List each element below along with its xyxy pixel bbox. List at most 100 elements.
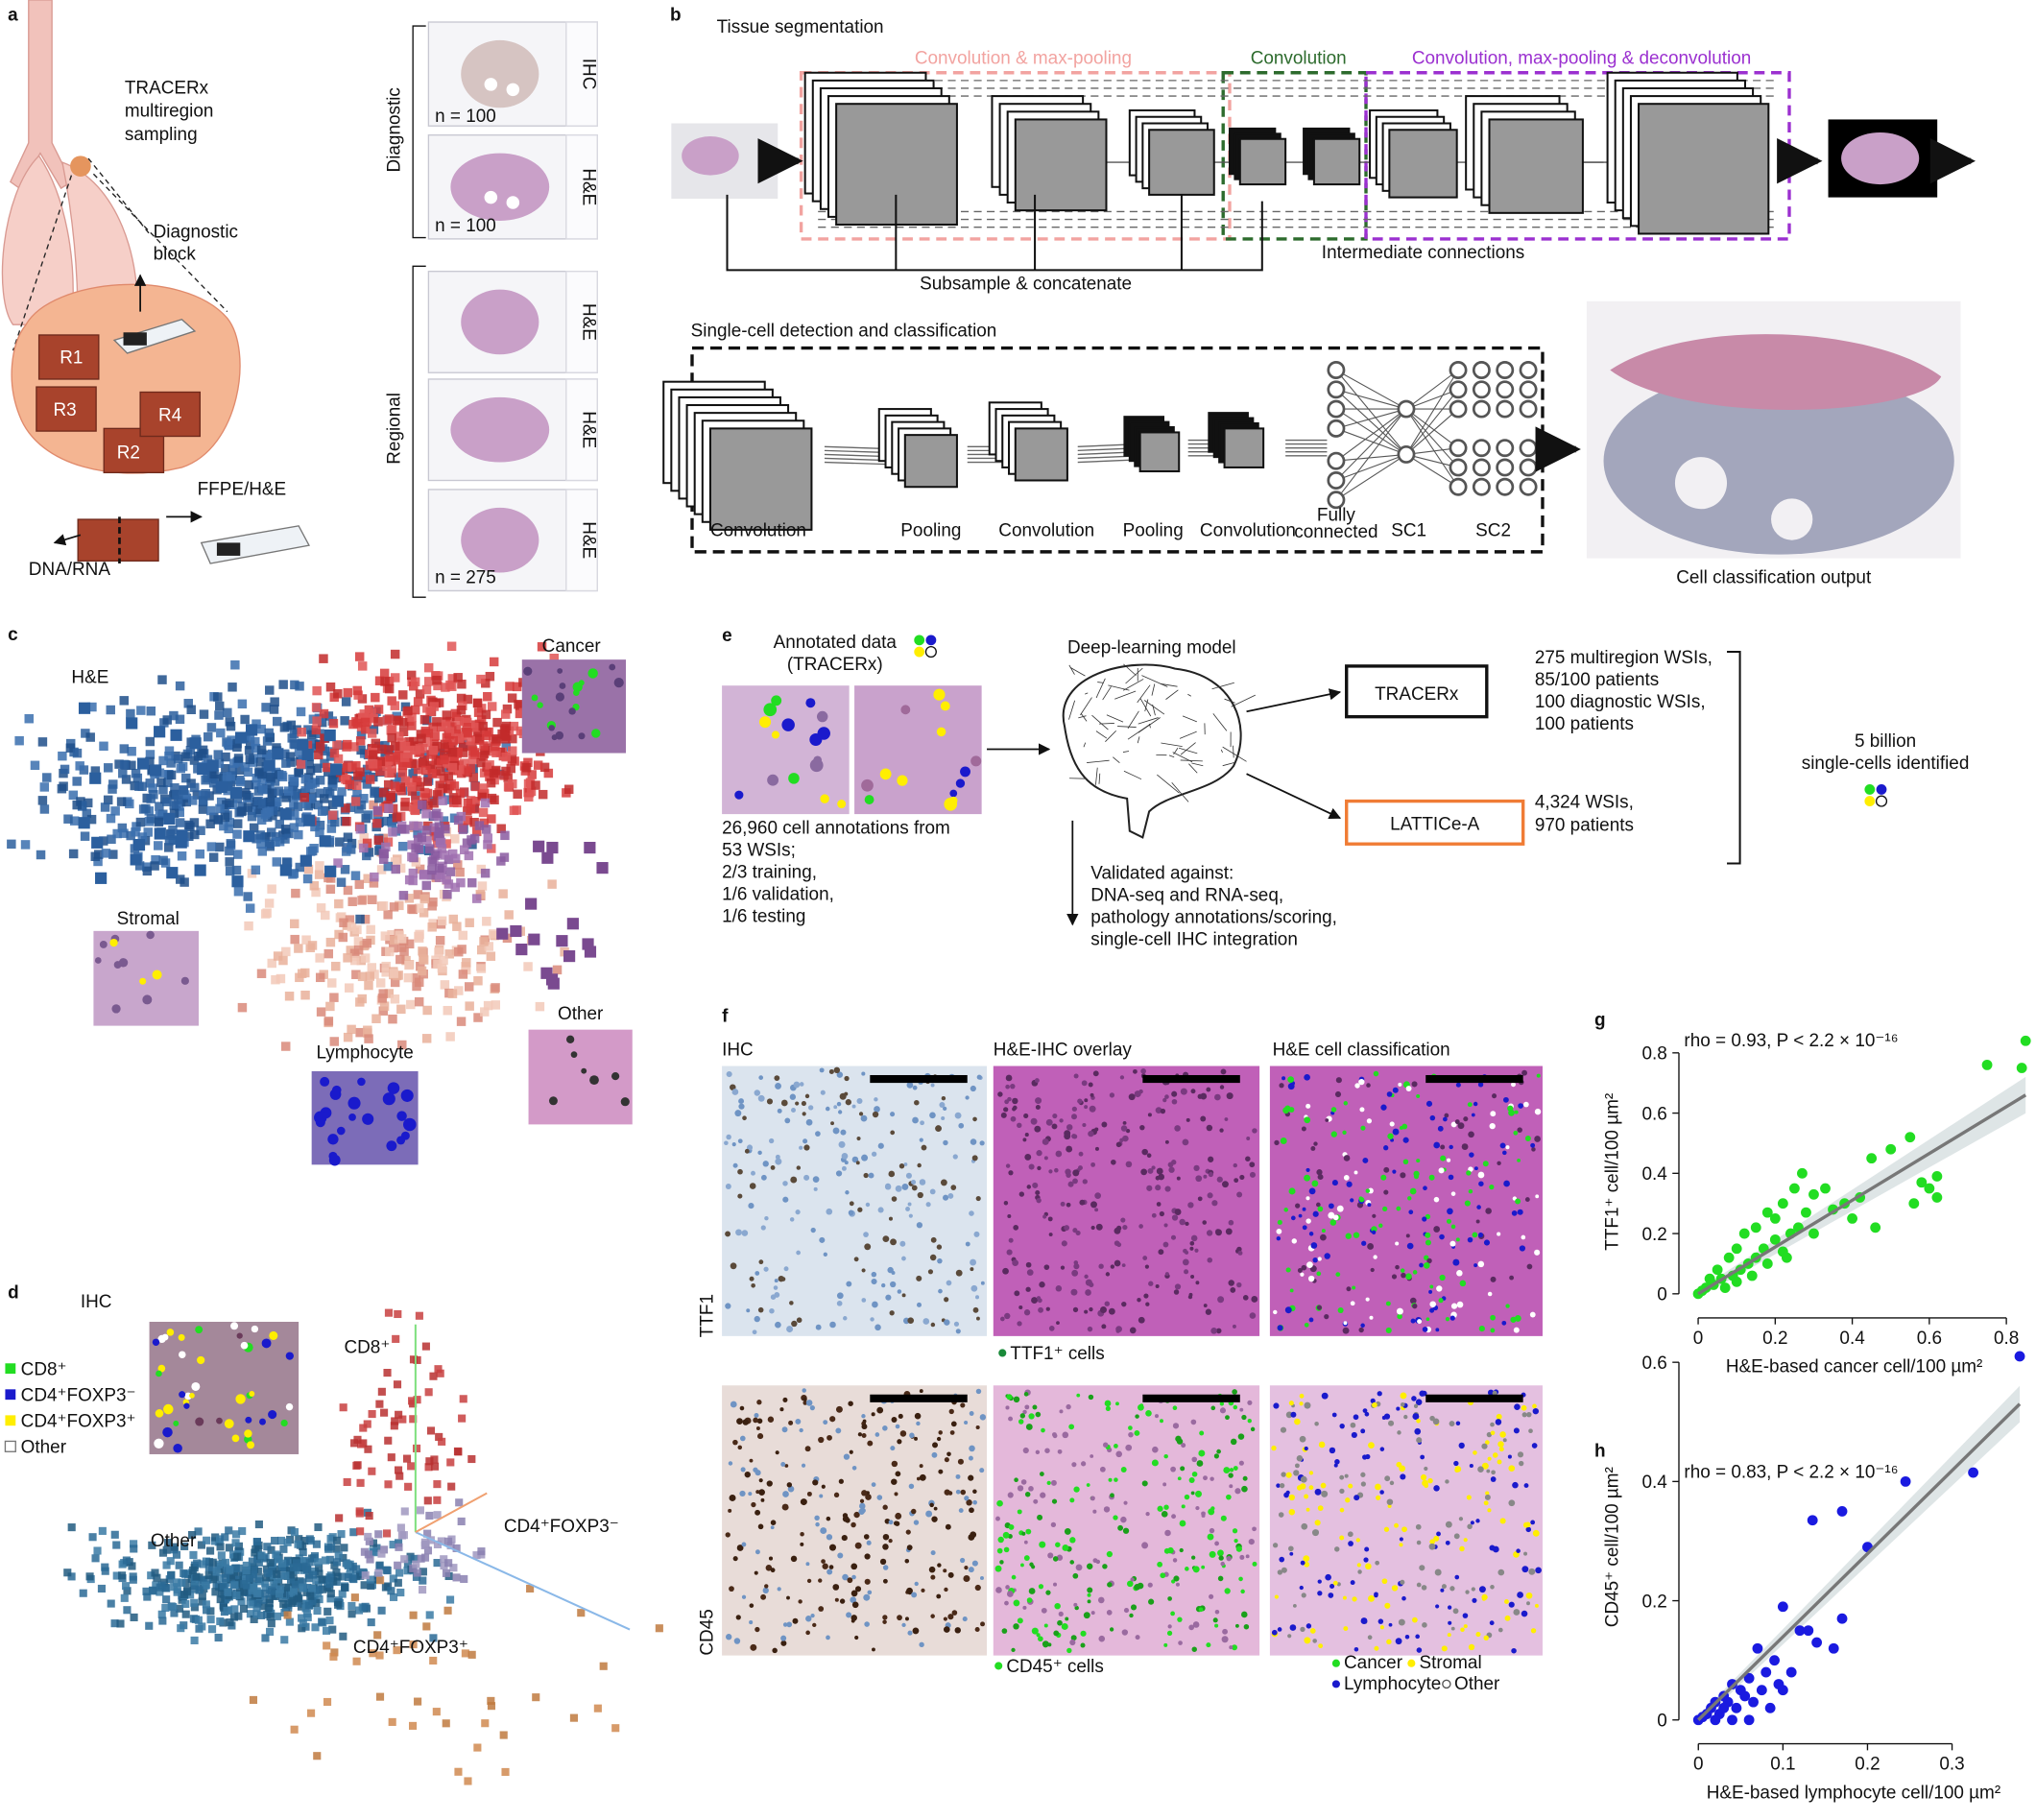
shape: [275, 973, 286, 984]
cell: [882, 1619, 887, 1624]
shape: [83, 798, 93, 808]
label: d: [8, 1283, 19, 1304]
label: connected: [1294, 522, 1377, 542]
cell: [1114, 1227, 1121, 1234]
cell: [1272, 1543, 1279, 1548]
cell: [861, 1298, 867, 1303]
shape: [394, 731, 404, 741]
shape: [244, 921, 253, 931]
cell: [1416, 1094, 1421, 1098]
cell: [1453, 1460, 1459, 1467]
shape: [194, 1527, 203, 1536]
hole: [1771, 498, 1813, 540]
cell: [152, 970, 162, 980]
shape: [525, 898, 538, 910]
shape: [118, 768, 128, 778]
shape: [447, 849, 458, 859]
cell: [591, 729, 601, 738]
node: [1496, 380, 1515, 399]
cell: [927, 1269, 934, 1275]
point: [1794, 1625, 1806, 1637]
shape: [378, 901, 389, 911]
cell: [844, 1075, 850, 1082]
shape: [1638, 103, 1770, 235]
shape: [221, 752, 230, 762]
cell: [581, 1067, 587, 1074]
label: (TRACERx): [787, 655, 883, 675]
shape: [213, 692, 223, 702]
cell: [1391, 1274, 1398, 1280]
cell: [1449, 1144, 1453, 1150]
cell: [1477, 1233, 1484, 1238]
cell: [1171, 1514, 1177, 1520]
shape: [390, 994, 400, 1004]
shape: [232, 738, 242, 749]
cell: [742, 1419, 749, 1425]
shape: [501, 766, 511, 777]
cell: [1094, 1146, 1099, 1151]
cell: [1028, 1163, 1035, 1170]
cell: [1000, 1112, 1007, 1118]
x-tick-label: 0.4: [1839, 1329, 1864, 1349]
cell: [863, 1593, 871, 1601]
cell: [1235, 1545, 1242, 1552]
shape: [234, 731, 248, 744]
cell: [1317, 1505, 1324, 1511]
cell: [1484, 1494, 1491, 1500]
shape: [421, 1342, 430, 1351]
shape: [164, 1539, 173, 1547]
cell: [1141, 1480, 1148, 1487]
shape: [237, 1597, 246, 1606]
cell: [890, 1112, 896, 1117]
cell: [966, 1499, 972, 1506]
shape: [414, 821, 423, 831]
cell: [1305, 1196, 1310, 1201]
cell: [1241, 1485, 1248, 1493]
cell: [157, 1364, 166, 1373]
cell: [1511, 1082, 1516, 1088]
shape: [244, 1589, 252, 1597]
shape: [263, 1569, 273, 1577]
shape: [179, 785, 188, 796]
shape: [257, 847, 268, 856]
cell: [834, 1597, 839, 1602]
cell: [1400, 1401, 1405, 1407]
cell: [1521, 1610, 1528, 1617]
line: [1405, 389, 1459, 455]
shape: [145, 750, 156, 759]
cell: [969, 1210, 974, 1216]
shape: [121, 775, 132, 784]
node: [1327, 361, 1346, 379]
shape: [390, 935, 399, 946]
shape: [215, 842, 225, 852]
cell: [802, 1138, 808, 1144]
cell: [859, 1498, 865, 1503]
cell: [1130, 1577, 1135, 1582]
shape: [252, 773, 262, 783]
cell: [1158, 1249, 1164, 1256]
shape: [390, 701, 400, 710]
cell: [1080, 1630, 1087, 1637]
cell: [1486, 1469, 1491, 1473]
cell: [997, 1536, 1004, 1544]
cell: [851, 1104, 856, 1109]
cell: [1415, 1399, 1423, 1405]
cell: [1031, 1297, 1039, 1305]
shape: [296, 706, 306, 717]
cell: [835, 1405, 843, 1413]
shape: [535, 1001, 545, 1012]
cell: [1185, 1567, 1189, 1571]
cell: [1002, 1267, 1009, 1275]
shape: [181, 797, 191, 807]
cell: [1508, 1601, 1515, 1608]
cell: [1320, 1233, 1327, 1241]
cell: [1399, 1543, 1403, 1547]
shape: [504, 910, 514, 920]
shape: [263, 759, 275, 772]
cell: [1521, 1412, 1527, 1418]
shape: [323, 711, 334, 721]
shape: [491, 1000, 501, 1010]
shape: [395, 1543, 403, 1551]
cell: [1328, 1592, 1334, 1598]
shape: [242, 1567, 251, 1575]
